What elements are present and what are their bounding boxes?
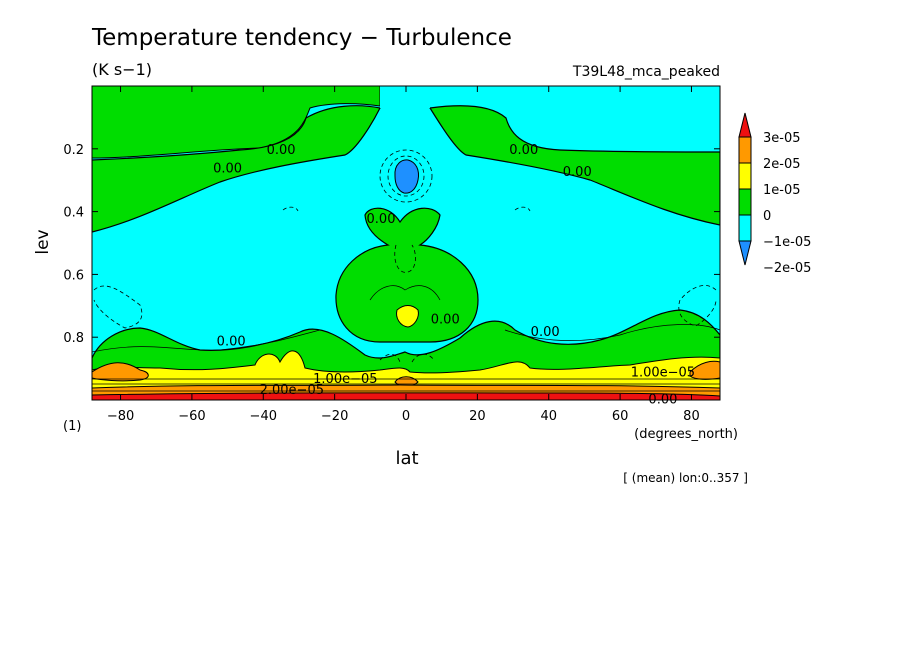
contour-label: 1.00e−05 [313,372,377,387]
y-tick-label: 0.2 [63,143,84,158]
green-upper-left [92,86,381,159]
plot-area [92,86,720,400]
x-tick-label: 0 [402,409,410,424]
x-tick-label: −20 [321,409,348,424]
contour-label: 0.00 [431,312,460,327]
contour-label: 0.00 [509,143,538,158]
x-tick-label: 60 [612,409,629,424]
colorbar-segment [738,162,752,190]
dashed-contour-small-right [514,206,531,212]
contour-label: 0.00 [213,162,242,177]
green-band-right [428,105,720,226]
y-axis-units: (1) [63,419,81,434]
contour-label: 1.00e−05 [631,366,695,381]
colorbar-segment [738,214,752,242]
run-label: T39L48_mca_peaked [572,64,720,80]
colorbar-segment [738,136,752,164]
dashed-contour-mid [394,244,416,273]
y-axis-label: lev [33,229,53,254]
colorbar-segment [738,188,752,216]
contour-label: 0.00 [531,325,560,340]
colorbar: 3e-05 2e-05 1e-05 0 −1e-05 −2e-05 [738,112,811,276]
dashed-contour-upper [379,149,433,203]
x-tick-label: −60 [178,409,205,424]
colorbar-label: −2e-05 [763,261,811,276]
x-axis: −80 −60 −40 −20 0 20 40 60 80 [107,86,700,424]
x-axis-units: (degrees_north) [634,427,738,442]
y-tick-label: 0.6 [63,268,84,283]
contour-label: 0.00 [217,334,246,349]
y-tick-label: 0.8 [63,331,84,346]
solid-contour-lower-1 [92,324,720,353]
solid-contour-lower-2 [369,285,441,301]
contour-label: 0.00 [563,165,592,180]
contour-labels: 0.00 0.00 0.00 0.00 0.00 0.00 0.00 0.00 1.00e−05… [213,143,695,408]
colorbar-upper-extend [738,112,752,138]
y-tick-label: 0.4 [63,206,84,221]
x-tick-label: 80 [683,409,700,424]
yellow-equatorial-core [396,305,419,328]
footnote: [ (mean) lon:0..357 ] [623,471,748,485]
orange-lower-right [689,360,720,380]
green-band-left [92,105,381,233]
x-axis-label: lat [395,448,418,469]
colorbar-label: 0 [763,209,771,224]
colorbar-label: 1e-05 [763,183,801,198]
x-tick-label: −80 [107,409,134,424]
colorbar-lower-extend [738,240,752,266]
green-equatorial-blob [335,207,479,343]
contour-label: 0.00 [367,212,396,227]
blue-minimum-core [394,159,419,194]
colorbar-label: −1e-05 [763,235,811,250]
green-upper-fill [380,86,430,108]
orange-lower-left [92,362,149,382]
dashed-contour-small-left [282,206,299,212]
y-axis: 0.2 0.4 0.6 0.8 [63,143,720,346]
dashed-contour-upper-inner [387,155,425,197]
positive-contours [92,285,720,392]
colorbar-label: 2e-05 [763,157,801,172]
x-tick-label: 40 [540,409,557,424]
colorbar-label: 3e-05 [763,131,801,146]
dashed-contour-right [678,285,717,327]
x-tick-label: −40 [250,409,277,424]
x-tick-label: 20 [469,409,486,424]
negative-contours [93,149,717,363]
contour-label: 2.00e−05 [260,383,324,398]
chart-title: Temperature tendency − Turbulence [91,25,512,51]
dashed-contour-low-center [379,353,435,363]
units-label: (K s−1) [92,60,152,79]
contour-label: 0.00 [267,143,296,158]
